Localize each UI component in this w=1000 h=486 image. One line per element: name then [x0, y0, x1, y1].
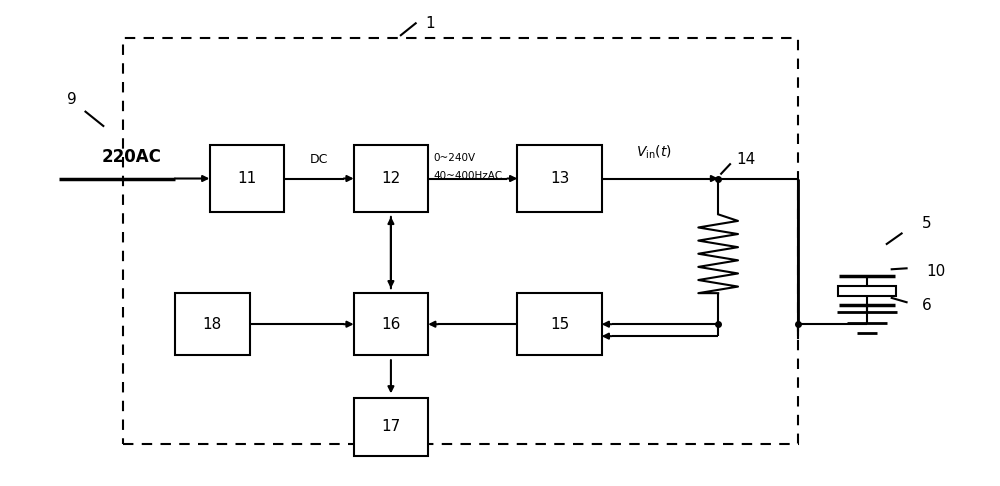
- Text: 14: 14: [736, 152, 755, 167]
- FancyBboxPatch shape: [210, 145, 284, 212]
- FancyBboxPatch shape: [354, 145, 428, 212]
- FancyBboxPatch shape: [517, 293, 602, 355]
- Text: 1: 1: [426, 16, 435, 31]
- FancyBboxPatch shape: [517, 145, 602, 212]
- Text: 12: 12: [381, 171, 401, 186]
- FancyBboxPatch shape: [838, 286, 896, 295]
- Text: 0~240V: 0~240V: [433, 154, 475, 163]
- Text: 17: 17: [381, 419, 401, 434]
- Text: 6: 6: [922, 297, 931, 312]
- Text: 18: 18: [203, 317, 222, 332]
- Text: 11: 11: [238, 171, 257, 186]
- Text: 220AC: 220AC: [101, 148, 161, 166]
- Text: 10: 10: [927, 264, 946, 279]
- Text: 13: 13: [550, 171, 569, 186]
- Text: $V_{\mathrm{in}}(t)$: $V_{\mathrm{in}}(t)$: [636, 143, 672, 161]
- Text: 16: 16: [381, 317, 401, 332]
- FancyBboxPatch shape: [175, 293, 250, 355]
- Text: 15: 15: [550, 317, 569, 332]
- Text: 5: 5: [922, 216, 931, 231]
- FancyBboxPatch shape: [354, 398, 428, 455]
- Text: DC: DC: [310, 153, 328, 166]
- FancyBboxPatch shape: [354, 293, 428, 355]
- Text: 9: 9: [67, 92, 76, 107]
- Text: 40~400HzAC: 40~400HzAC: [433, 171, 502, 181]
